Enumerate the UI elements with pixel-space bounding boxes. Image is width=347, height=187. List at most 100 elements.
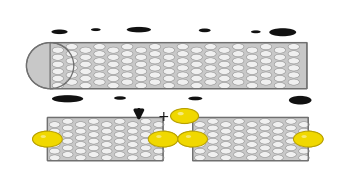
Circle shape [234, 132, 244, 137]
Ellipse shape [52, 95, 83, 102]
Circle shape [101, 128, 112, 134]
Circle shape [135, 82, 147, 89]
Circle shape [178, 112, 184, 115]
Circle shape [121, 58, 133, 64]
Circle shape [246, 75, 258, 82]
Circle shape [247, 135, 257, 141]
Circle shape [141, 145, 151, 151]
Circle shape [205, 58, 216, 64]
Circle shape [219, 82, 230, 89]
Circle shape [186, 135, 191, 138]
Circle shape [232, 44, 244, 50]
Circle shape [177, 58, 188, 64]
Circle shape [141, 138, 151, 144]
Circle shape [80, 61, 91, 67]
Circle shape [153, 128, 164, 134]
Circle shape [288, 72, 299, 78]
Circle shape [286, 132, 296, 137]
Ellipse shape [127, 27, 151, 32]
Circle shape [127, 128, 138, 134]
Circle shape [260, 72, 272, 78]
Circle shape [273, 128, 283, 134]
Circle shape [75, 155, 86, 161]
Ellipse shape [199, 28, 211, 32]
Circle shape [141, 132, 151, 137]
Circle shape [94, 44, 105, 50]
Circle shape [195, 142, 205, 147]
Circle shape [274, 61, 286, 67]
Circle shape [80, 82, 91, 89]
Circle shape [191, 54, 202, 60]
Circle shape [286, 125, 296, 131]
Circle shape [80, 75, 91, 82]
Circle shape [49, 148, 60, 154]
Circle shape [274, 47, 286, 53]
Circle shape [234, 118, 244, 124]
Circle shape [41, 135, 46, 138]
Circle shape [260, 138, 270, 144]
Circle shape [260, 145, 270, 151]
Circle shape [49, 142, 60, 147]
Circle shape [33, 131, 62, 147]
Circle shape [108, 82, 119, 89]
Circle shape [66, 51, 77, 57]
Circle shape [247, 142, 257, 147]
Circle shape [88, 145, 99, 151]
Circle shape [88, 132, 99, 137]
Circle shape [288, 51, 299, 57]
Circle shape [260, 44, 272, 50]
Circle shape [234, 152, 244, 157]
Circle shape [191, 68, 202, 74]
Circle shape [274, 54, 286, 60]
Circle shape [274, 82, 286, 89]
Circle shape [156, 135, 162, 138]
Circle shape [232, 51, 244, 57]
Circle shape [191, 75, 202, 82]
Circle shape [221, 128, 231, 134]
Circle shape [141, 152, 151, 157]
Ellipse shape [26, 43, 74, 89]
Circle shape [177, 51, 188, 57]
Circle shape [273, 142, 283, 147]
Circle shape [62, 125, 73, 131]
Circle shape [221, 148, 231, 154]
Ellipse shape [188, 97, 202, 100]
Circle shape [75, 148, 86, 154]
Circle shape [108, 61, 119, 67]
Circle shape [286, 118, 296, 124]
Circle shape [153, 155, 164, 161]
Circle shape [148, 131, 178, 147]
Circle shape [232, 72, 244, 78]
Circle shape [127, 148, 138, 154]
Circle shape [75, 122, 86, 127]
Circle shape [260, 132, 270, 137]
FancyBboxPatch shape [50, 43, 307, 89]
Circle shape [49, 155, 60, 161]
Circle shape [288, 44, 299, 50]
Circle shape [115, 132, 125, 137]
Circle shape [274, 68, 286, 74]
Circle shape [108, 75, 119, 82]
Circle shape [178, 131, 208, 147]
Circle shape [33, 131, 62, 147]
Circle shape [49, 135, 60, 141]
Circle shape [52, 75, 64, 82]
Circle shape [52, 47, 64, 53]
FancyBboxPatch shape [48, 117, 163, 161]
Circle shape [299, 135, 309, 141]
Ellipse shape [289, 96, 312, 105]
Circle shape [247, 128, 257, 134]
Circle shape [94, 51, 105, 57]
Circle shape [288, 58, 299, 64]
Circle shape [178, 131, 208, 147]
Circle shape [205, 44, 216, 50]
Circle shape [195, 122, 205, 127]
Circle shape [195, 128, 205, 134]
Circle shape [75, 135, 86, 141]
Circle shape [171, 108, 198, 124]
Circle shape [115, 125, 125, 131]
Circle shape [108, 68, 119, 74]
Circle shape [52, 68, 64, 74]
Circle shape [208, 145, 218, 151]
Circle shape [88, 152, 99, 157]
